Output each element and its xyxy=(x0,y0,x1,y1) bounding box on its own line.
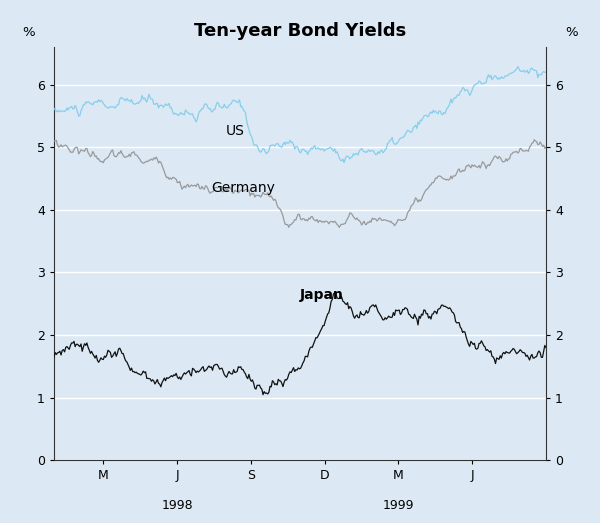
Text: US: US xyxy=(226,124,245,138)
Text: %: % xyxy=(22,26,35,39)
Text: 1999: 1999 xyxy=(383,499,414,512)
Text: Japan: Japan xyxy=(300,288,344,302)
Text: %: % xyxy=(565,26,578,39)
Title: Ten-year Bond Yields: Ten-year Bond Yields xyxy=(194,22,406,40)
Text: Germany: Germany xyxy=(211,181,275,195)
Text: 1998: 1998 xyxy=(161,499,193,512)
